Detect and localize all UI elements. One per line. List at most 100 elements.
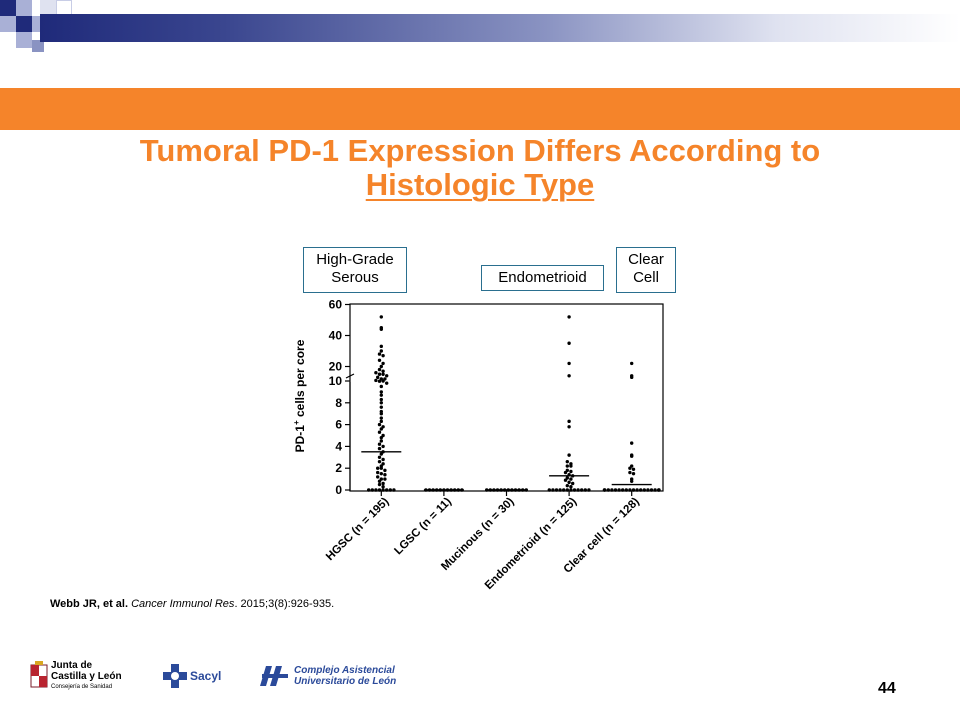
data-point (377, 446, 382, 451)
data-point (628, 466, 632, 470)
data-point (374, 371, 378, 375)
data-point (377, 367, 382, 372)
title-band (0, 88, 960, 130)
data-point (567, 315, 571, 319)
data-point (565, 464, 569, 468)
data-point (377, 459, 382, 464)
data-point (379, 471, 383, 476)
data-point (617, 488, 621, 492)
y-tick-label: 40 (329, 329, 343, 343)
data-point (379, 327, 383, 331)
data-point (381, 353, 385, 358)
junta-text-3: Consejería de Sanidad (51, 683, 113, 690)
junta-text-1: Junta de (51, 659, 93, 671)
y-tick-label: 6 (335, 418, 342, 432)
data-point (379, 466, 383, 470)
data-point (567, 453, 571, 457)
header-gradient-bar (40, 14, 960, 42)
data-point (571, 481, 575, 486)
data-point (383, 477, 387, 481)
data-point (610, 488, 614, 492)
data-point (379, 412, 383, 416)
data-point (381, 444, 385, 449)
data-point (635, 488, 639, 492)
plot-points (361, 315, 661, 492)
data-point (379, 349, 383, 353)
data-point (379, 397, 383, 402)
data-point (367, 488, 371, 492)
plot-frame (349, 303, 664, 492)
data-point (379, 315, 383, 319)
slide-title: Tumoral PD-1 Expression Differs Accordin… (30, 134, 930, 202)
data-point (377, 488, 382, 492)
data-point (381, 481, 385, 486)
header-decoration (0, 0, 90, 60)
y-tick-label: 8 (335, 396, 342, 410)
sacyl-cross-icon (163, 664, 187, 688)
data-point (376, 466, 380, 470)
data-point (567, 341, 571, 345)
data-point (583, 488, 587, 492)
data-point (572, 488, 577, 492)
data-point (383, 473, 387, 477)
sacyl-logo: Sacyl (162, 658, 221, 694)
citation-authors: Webb JR, et al. (50, 598, 129, 610)
data-point (379, 364, 383, 369)
data-point (377, 358, 382, 362)
data-point (563, 470, 568, 475)
data-point (642, 488, 646, 492)
callout-hgsc: High-Grade Serous (303, 247, 407, 293)
data-point (383, 468, 387, 473)
slide-title-line1: Tumoral PD-1 Expression Differs Accordin… (139, 133, 821, 168)
data-point (379, 416, 383, 420)
data-point (565, 488, 569, 492)
data-point (631, 467, 636, 471)
data-point (392, 488, 396, 492)
data-point (377, 479, 382, 483)
data-point (551, 488, 555, 492)
data-point (567, 419, 571, 424)
data-point (379, 452, 383, 456)
data-point (381, 372, 385, 376)
data-point (381, 485, 385, 489)
data-point (376, 475, 380, 479)
data-point (628, 470, 632, 475)
data-point (631, 488, 636, 492)
data-point (379, 419, 383, 424)
data-point (376, 375, 380, 380)
data-point (377, 430, 382, 434)
data-point (562, 488, 566, 492)
y-tick-label: 10 (329, 374, 343, 388)
x-axis-labels: HGSC (n = 195) LGSC (n = 11)Mucinous (n =… (324, 491, 642, 592)
data-point (657, 488, 661, 492)
y-tick-label: 4 (335, 439, 342, 453)
data-point (639, 488, 643, 492)
data-point (379, 401, 383, 405)
data-point (385, 381, 389, 385)
data-point (377, 372, 382, 376)
data-point (379, 393, 383, 397)
data-point (631, 471, 636, 476)
data-point (379, 384, 383, 389)
page-number: 44 (878, 680, 896, 697)
data-point (569, 488, 573, 492)
data-point (630, 454, 634, 458)
data-point (381, 379, 385, 383)
junta-logo: Junta de Castilla y León Consejería de S… (30, 658, 122, 694)
data-point (374, 488, 378, 492)
data-point (630, 375, 634, 380)
data-point (381, 457, 385, 462)
data-point (606, 488, 610, 492)
data-point (649, 488, 654, 492)
data-point (567, 425, 571, 429)
x-category-label: LGSC (n = 11) (392, 496, 454, 558)
junta-text-2: Castilla y León (51, 670, 122, 682)
data-point (567, 361, 571, 366)
data-point (567, 374, 571, 378)
data-point (624, 488, 628, 492)
data-point (388, 488, 392, 492)
citation-journal: Cancer Immunol Res (131, 598, 235, 610)
callout-endometrioid: Endometrioid (481, 265, 604, 291)
data-point (587, 488, 591, 492)
